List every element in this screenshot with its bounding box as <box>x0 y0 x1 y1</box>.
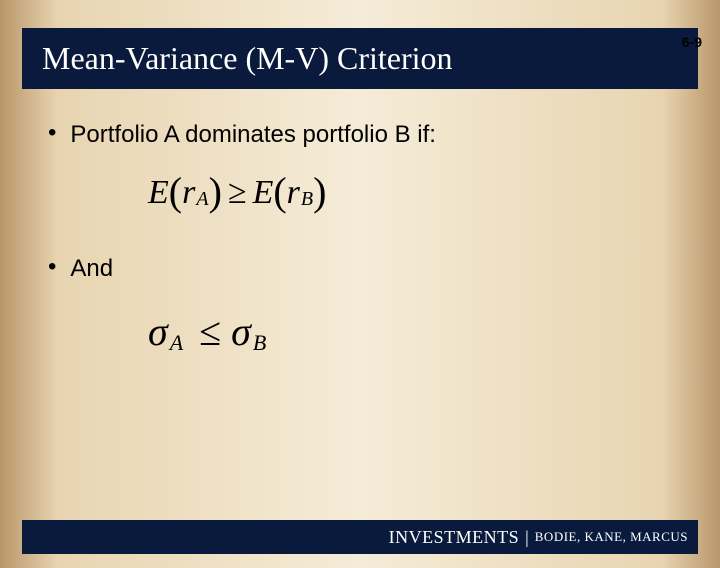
footer-authors: BODIE, KANE, MARCUS <box>535 529 688 545</box>
sigma-left: σ <box>148 308 168 355</box>
sigma-sub-b: B <box>253 330 266 356</box>
fn-E-right: E <box>253 174 274 212</box>
page-number: 6-9 <box>682 34 702 50</box>
slide-title: Mean-Variance (M-V) Criterion <box>22 28 698 89</box>
lparen-2: ( <box>273 168 286 215</box>
lparen-1: ( <box>169 168 182 215</box>
sigma-sub-a: A <box>170 330 183 356</box>
bullet-1-text: Portfolio A dominates portfolio B if: <box>70 121 436 149</box>
bullet-2-text: And <box>70 255 113 283</box>
footer-bar: INVESTMENTS | BODIE, KANE, MARCUS <box>22 520 698 554</box>
sub-b-1: B <box>301 188 313 211</box>
formula-expected-return: E ( r A ) ≥ E ( r B ) <box>148 167 672 219</box>
sigma-right: σ <box>231 308 251 355</box>
bullet-1: Portfolio A dominates portfolio B if: <box>48 121 672 149</box>
fn-E-left: E <box>148 174 169 212</box>
sub-a-1: A <box>196 188 208 211</box>
fn-r-b: r <box>287 174 300 212</box>
slide-content: Portfolio A dominates portfolio B if: E … <box>0 89 720 361</box>
footer-investments: INVESTMENTS <box>389 527 520 548</box>
footer-separator: | <box>525 527 529 548</box>
formula-sigma: σ A ≤ σ B <box>148 301 672 361</box>
bullet-2: And <box>48 255 672 283</box>
rparen-2: ) <box>313 168 326 215</box>
rparen-1: ) <box>209 168 222 215</box>
ge-symbol: ≥ <box>228 174 247 212</box>
fn-r-a: r <box>182 174 195 212</box>
le-symbol: ≤ <box>199 308 221 355</box>
